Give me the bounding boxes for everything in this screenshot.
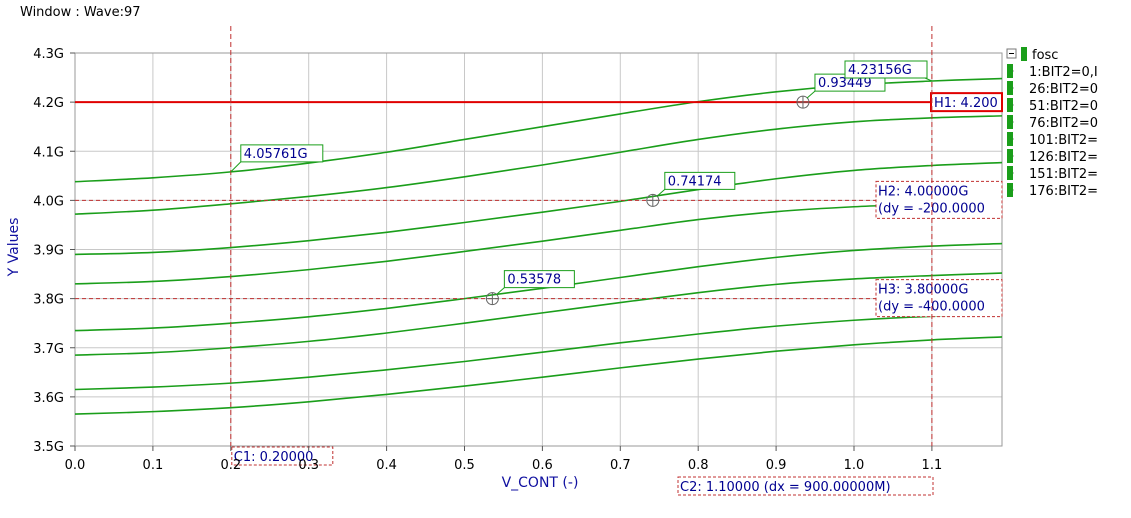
legend-swatch [1007, 98, 1013, 112]
legend-swatch [1007, 149, 1013, 163]
legend-entry: 76:BIT2=0 [1029, 116, 1098, 131]
legend-swatch [1007, 166, 1013, 180]
marker-h1-label: H1: 4.200 [934, 96, 998, 111]
legend-entry: 26:BIT2=0 [1029, 82, 1098, 97]
x-tick-label: 0.1 [143, 458, 164, 473]
x-tick-label: 0.5 [454, 458, 475, 473]
x-tick-label: 0.4 [376, 458, 397, 473]
point-label: 4.23156G [848, 63, 912, 78]
legend-entry: 126:BIT2= [1029, 150, 1098, 165]
legend-swatch [1007, 64, 1013, 78]
intercept-label: 0.93449 [818, 76, 872, 91]
point-leader [924, 77, 933, 82]
x-tick-label: 0.3 [298, 458, 319, 473]
legend-entry: 176:BIT2= [1029, 184, 1098, 199]
intercept-box [664, 171, 736, 190]
x-tick-label: 0.0 [65, 458, 86, 473]
legend-swatch [1007, 81, 1013, 95]
marker-h2-label: H2: 4.00000G [878, 184, 968, 199]
x-tick-label: 0.6 [532, 458, 553, 473]
intercept-leader [656, 188, 666, 197]
y-axis-label: Y Values [6, 218, 22, 278]
x-tick-label: 1.1 [922, 458, 943, 473]
marker-h3-label: H3: 3.80000G [878, 283, 968, 298]
legend-entry: 101:BIT2= [1029, 133, 1098, 148]
marker-c2-box [677, 476, 934, 496]
legend: fosc 1:BIT2=0,I 26:BIT2=0 51:BIT2=0 76:BIT2=… [1006, 47, 1098, 199]
marker-c1-label: C1: 0.20000 [234, 450, 314, 465]
series-line-7[interactable] [74, 313, 1003, 391]
y-tick-label: 3.8G [33, 293, 64, 308]
x-axis-label: V_CONT (-) [502, 475, 579, 491]
legend-swatch [1007, 115, 1013, 129]
y-tick-label: 3.5G [33, 440, 64, 455]
point-leader [230, 161, 242, 173]
intercept-label: 0.53578 [507, 273, 561, 288]
intercept-leader [806, 90, 816, 99]
marker-h3-box [875, 279, 1003, 318]
x-tick-label: 0.9 [766, 458, 787, 473]
point-label: 4.05761G [244, 147, 308, 162]
y-tick-label: 3.6G [33, 391, 64, 406]
series-line-2[interactable] [74, 115, 1003, 215]
marker-h2-box [875, 180, 1003, 219]
y-tick-label: 4.0G [33, 194, 64, 209]
legend-swatch-group [1021, 47, 1027, 61]
series-line-3[interactable] [74, 161, 1003, 256]
x-tick-label: 0.7 [610, 458, 631, 473]
axis-ticks: 0.0 0.1 0.2 0.3 0.4 0.5 0.6 0.7 0.8 0.9 1.0 1.1 3.5G… [33, 47, 942, 473]
curves [74, 77, 1003, 415]
legend-title: fosc [1032, 48, 1058, 63]
x-tick-label: 1.0 [844, 458, 865, 473]
y-tick-label: 3.9G [33, 244, 64, 259]
y-tick-label: 4.3G [33, 47, 64, 62]
intercept-label: 0.74174 [668, 174, 722, 189]
y-tick-label: 3.7G [33, 342, 64, 357]
legend-entry: 51:BIT2=0 [1029, 99, 1098, 114]
point-label-box [240, 144, 324, 163]
legend-swatch [1007, 183, 1013, 197]
x-tick-label: 0.2 [220, 458, 241, 473]
markers: H1: 4.200 H2: 4.00000G (dy = -200.0000 H3: … [75, 26, 1003, 496]
intercept-box [503, 270, 575, 289]
legend-entry: 151:BIT2= [1029, 167, 1098, 182]
marker-h1-box [930, 92, 1003, 113]
y-tick-label: 4.1G [33, 145, 64, 160]
intercept-leader [496, 287, 505, 296]
x-tick-label: 0.8 [688, 458, 709, 473]
y-tick-label: 4.2G [33, 96, 64, 111]
series-line-8[interactable] [74, 336, 1003, 415]
point-label-box [844, 60, 928, 79]
marker-h2-delta: (dy = -200.0000 [878, 201, 985, 216]
marker-c2-label: C2: 1.10000 (dx = 900.00000M) [680, 480, 891, 495]
legend-swatch [1007, 132, 1013, 146]
marker-c1-box [231, 446, 334, 466]
window-title: Window : Wave:97 [20, 5, 141, 20]
legend-entry: 1:BIT2=0,I [1029, 65, 1098, 80]
